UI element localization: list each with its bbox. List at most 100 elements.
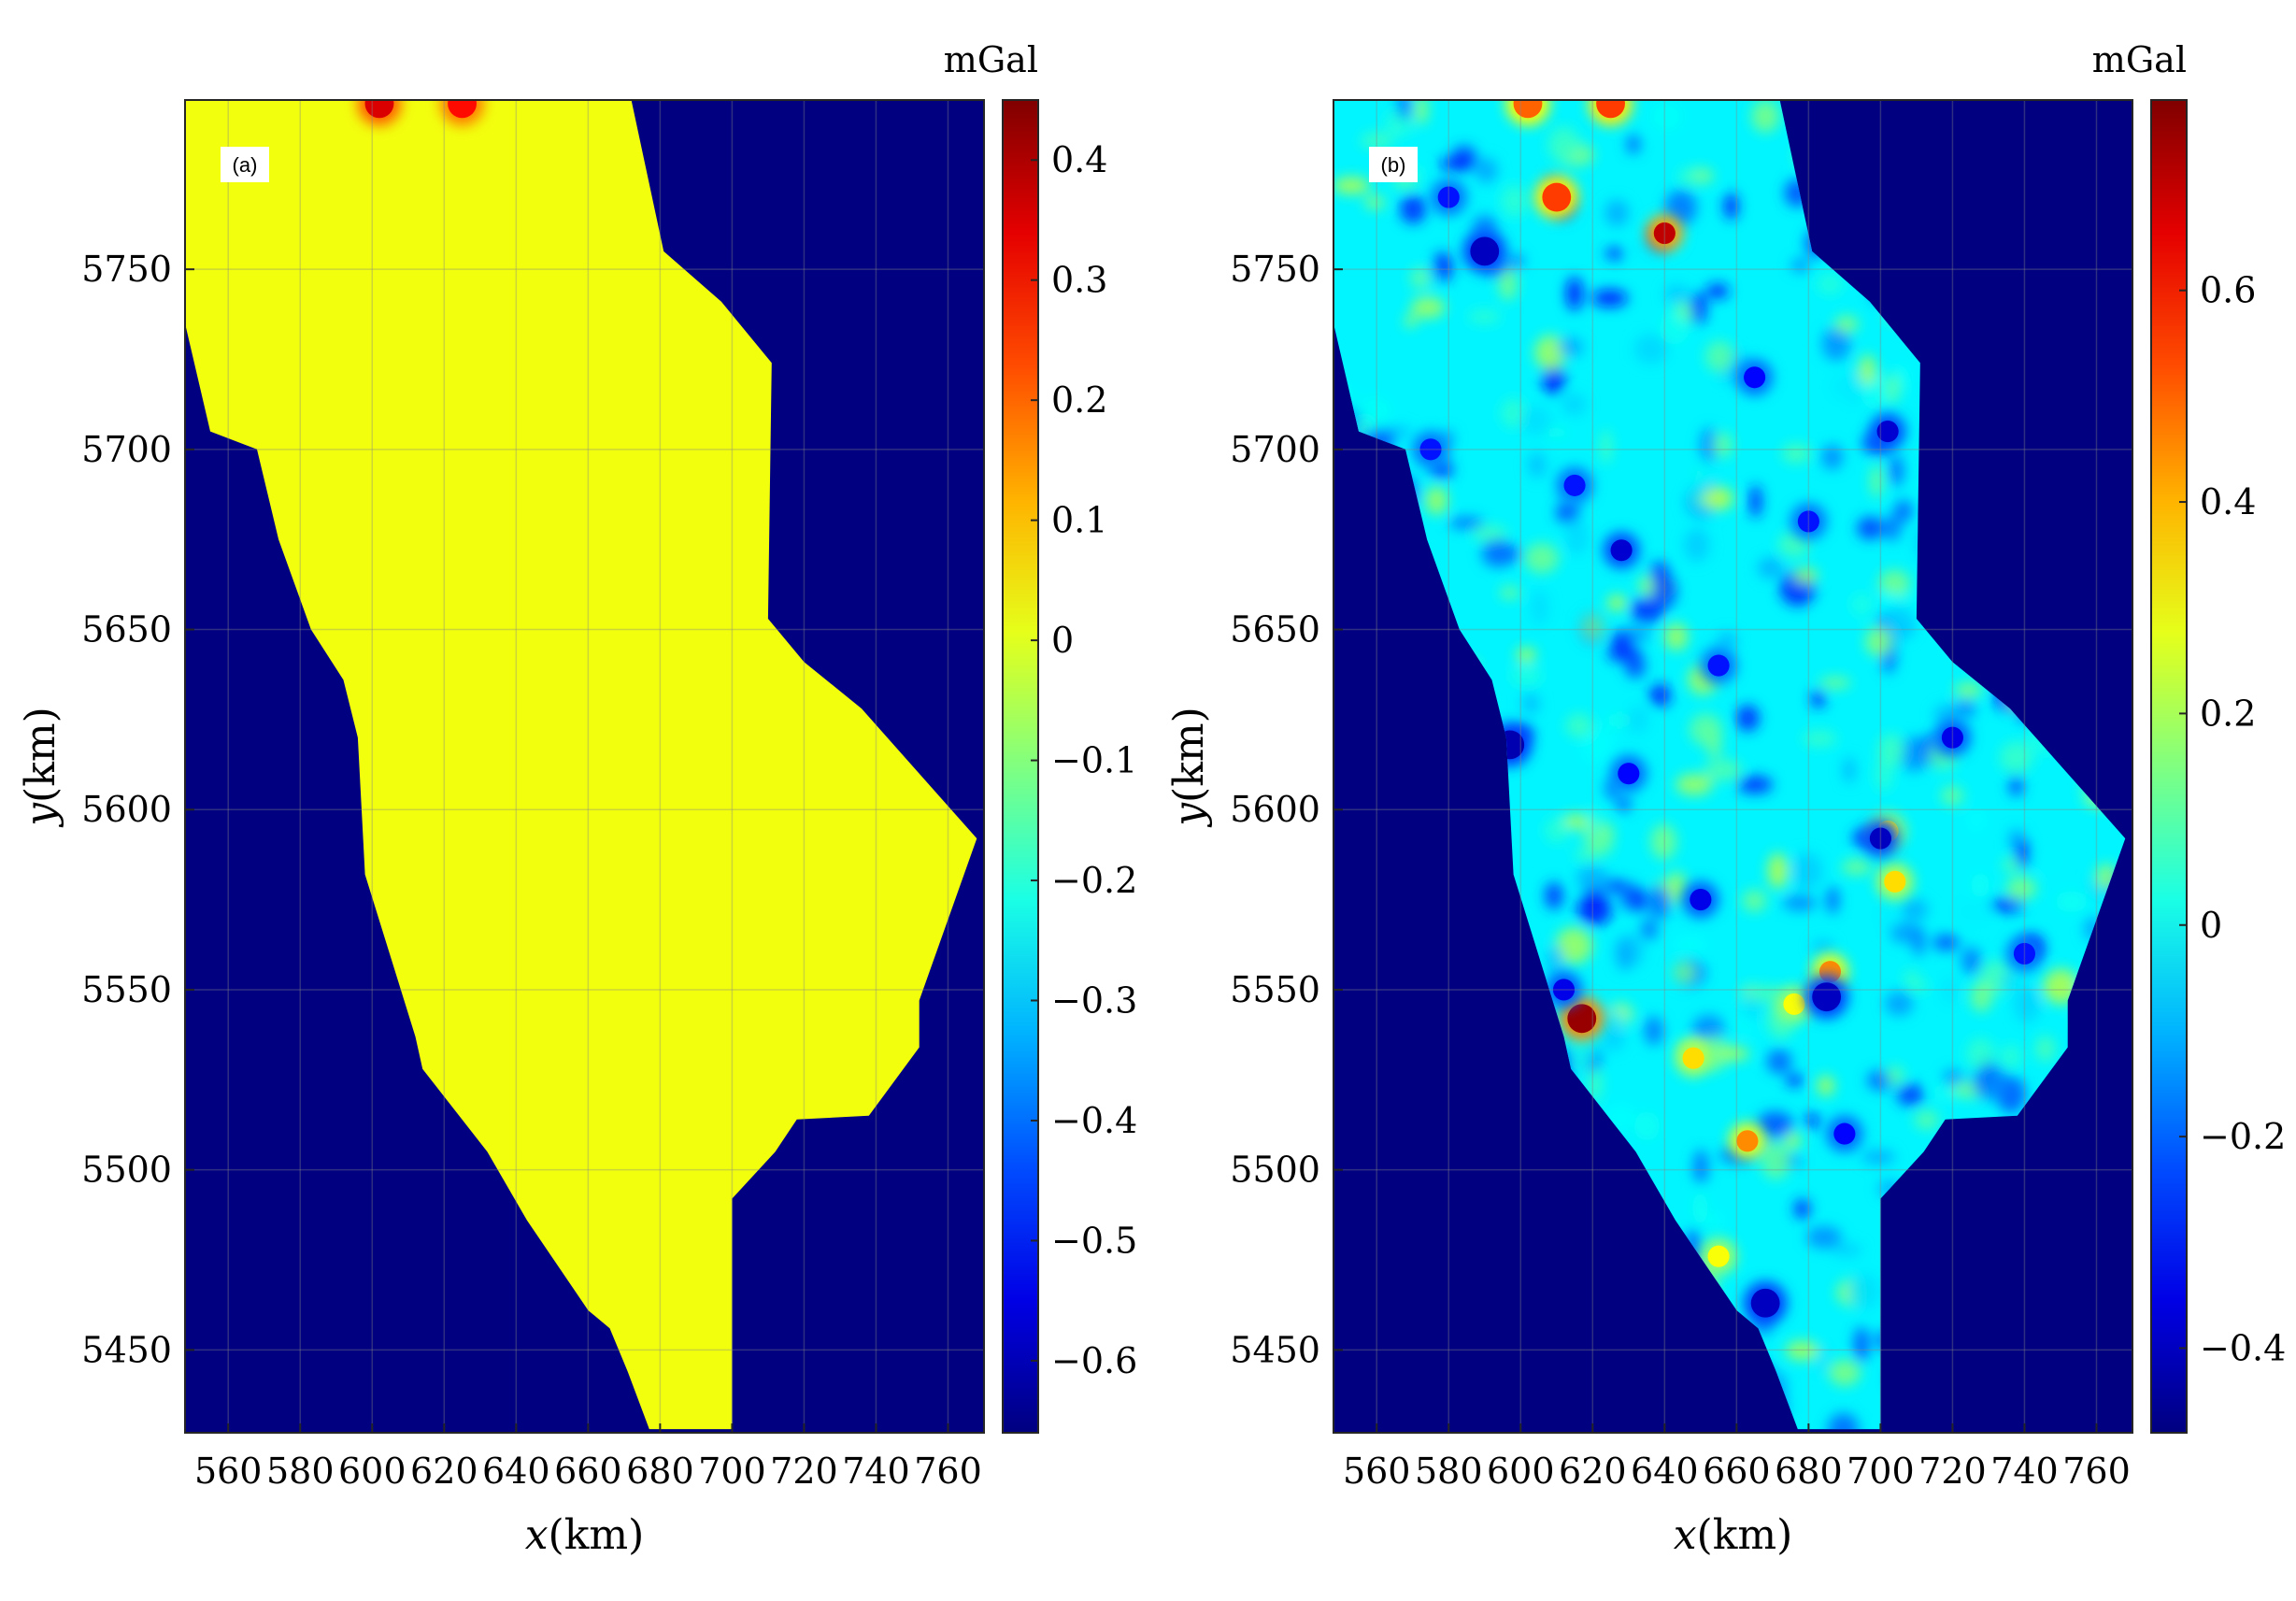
texture-blob — [1498, 267, 1518, 301]
texture-blob — [1882, 515, 1902, 541]
anomaly-spot — [1783, 993, 1805, 1015]
colorbar-tick-label: −0.1 — [1051, 740, 1137, 781]
texture-blob — [1555, 501, 1580, 524]
texture-blob — [1602, 1022, 1625, 1052]
y-tick-label: 5500 — [1230, 1150, 1320, 1191]
texture-blob — [1793, 567, 1818, 584]
texture-blob — [1816, 273, 1844, 295]
texture-blob — [1785, 1340, 1819, 1361]
texture-blob — [1510, 665, 1543, 686]
colorbar-unit-label: mGal — [944, 39, 1038, 80]
panel-label: (a) — [233, 153, 258, 177]
texture-blob — [1649, 561, 1670, 585]
texture-blob — [1546, 945, 1564, 977]
texture-blob — [1961, 947, 1982, 975]
texture-blob — [1472, 525, 1508, 542]
texture-blob — [1970, 981, 1993, 1012]
texture-blob — [1409, 267, 1430, 289]
texture-blob — [1886, 1065, 1904, 1085]
texture-blob — [1555, 927, 1592, 965]
chart-panel-a: 560 580 600 620 640 660 680 700 720 740 760 5450 550… — [17, 39, 1137, 1559]
x-tick-label: 700 — [1847, 1451, 1915, 1492]
anomaly-spot — [1884, 870, 1906, 893]
x-tick-label: 560 — [194, 1451, 263, 1492]
texture-blob — [1633, 334, 1668, 365]
x-tick-label: 760 — [2062, 1451, 2131, 1492]
texture-blob — [1971, 872, 1989, 898]
texture-blob — [1410, 296, 1446, 319]
texture-blob — [2013, 985, 2041, 1023]
texture-blob — [1672, 961, 1697, 984]
anomaly-spot — [1750, 1288, 1780, 1318]
texture-blob — [1705, 283, 1730, 299]
texture-blob — [1610, 630, 1633, 651]
texture-blob — [1702, 1212, 1725, 1229]
x-tick-label: 600 — [1487, 1451, 1555, 1492]
texture-blob — [1864, 626, 1892, 657]
x-tick-label: 600 — [338, 1451, 406, 1492]
y-tick-label: 5650 — [81, 609, 172, 650]
texture-blob — [1861, 1150, 1896, 1165]
texture-blob — [2055, 891, 2088, 912]
texture-blob — [1833, 315, 1859, 333]
texture-blob — [1576, 893, 1612, 926]
texture-blob — [1649, 101, 1684, 133]
texture-blob — [1793, 1198, 1811, 1220]
texture-blob — [1693, 1149, 1709, 1185]
texture-blob — [1896, 1083, 1925, 1107]
texture-blob — [1933, 704, 1964, 724]
colorbar-tick-label: −0.4 — [1051, 1100, 1137, 1141]
texture-blob — [1689, 713, 1722, 746]
texture-blob — [1544, 817, 1570, 843]
texture-blob — [1664, 189, 1697, 226]
texture-blob — [1562, 393, 1587, 416]
texture-blob — [1802, 730, 1837, 747]
texture-blob — [2005, 877, 2037, 900]
texture-blob — [1967, 808, 1986, 832]
x-tick-label: 580 — [1415, 1451, 1483, 1492]
anomaly-spot — [1567, 1004, 1597, 1034]
texture-blob — [1805, 1113, 1819, 1129]
x-tick-label: 740 — [1990, 1451, 2059, 1492]
colorbar-tick-label: 0.1 — [1051, 500, 1107, 541]
anomaly-spot — [1596, 100, 1625, 119]
texture-blob — [1400, 194, 1427, 224]
texture-blob — [1805, 1225, 1843, 1250]
texture-blob — [1826, 886, 1840, 915]
texture-blob — [1547, 126, 1580, 164]
texture-blob — [1468, 309, 1501, 324]
texture-blob — [1565, 713, 1593, 738]
texture-blob — [1588, 806, 1601, 844]
texture-blob — [1673, 936, 1707, 955]
x-axis-label: x(km) — [1674, 1511, 1793, 1559]
texture-blob — [1600, 429, 1612, 465]
texture-blob — [1841, 859, 1872, 876]
texture-blob — [1633, 1111, 1661, 1141]
texture-blob — [1481, 538, 1515, 568]
texture-blob — [1528, 451, 1547, 479]
texture-blob — [1364, 195, 1386, 210]
anomaly-spot — [1618, 763, 1640, 785]
y-tick-label: 5600 — [1230, 789, 1320, 830]
texture-blob — [1893, 499, 1914, 522]
texture-blob — [1877, 591, 1898, 607]
x-tick-label: 700 — [698, 1451, 766, 1492]
texture-blob — [1889, 454, 1904, 487]
texture-blob — [1684, 527, 1710, 563]
texture-blob — [1857, 516, 1884, 540]
anomaly-spot — [1876, 421, 1899, 443]
panel-label-box — [221, 147, 269, 182]
colorbar-unit-label: mGal — [2092, 39, 2187, 80]
plot-frame — [184, 99, 985, 1434]
texture-blob — [1749, 985, 1784, 1003]
x-tick-label: 580 — [266, 1451, 335, 1492]
anomaly-spot — [1653, 222, 1676, 245]
texture-blob — [1664, 284, 1690, 304]
colorbar: 0.6 0.4 0.2 0 −0.2 −0.4 mGal — [2092, 39, 2286, 1434]
texture-blob — [1912, 926, 1926, 957]
x-tick-label: 660 — [554, 1451, 622, 1492]
anomaly-spot — [1563, 474, 1586, 496]
texture-blob — [1576, 865, 1609, 891]
texture-blob — [1828, 1359, 1861, 1386]
texture-blob — [1558, 336, 1584, 357]
